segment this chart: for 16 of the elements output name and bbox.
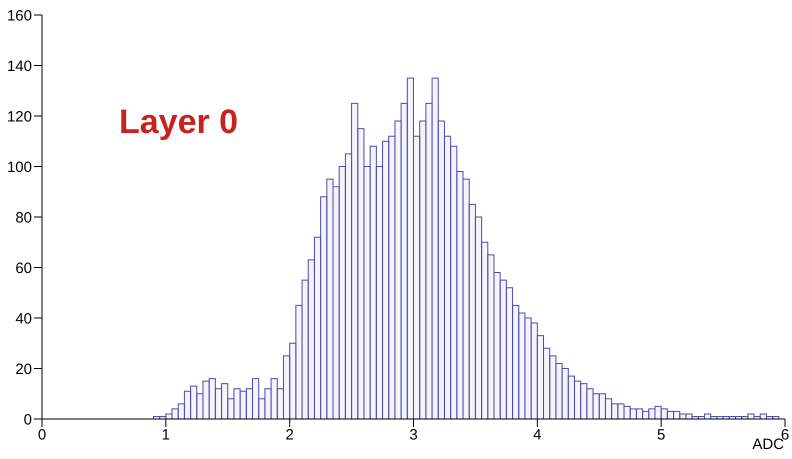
y-tick-label: 100 <box>6 158 32 176</box>
y-tick-label: 120 <box>6 108 32 126</box>
y-tick-label: 60 <box>15 260 32 277</box>
x-tick-label: 3 <box>409 426 418 444</box>
annotation: Layer 0 <box>119 103 238 142</box>
y-tick-label: 160 <box>6 7 32 24</box>
y-tick-label: 0 <box>24 411 32 428</box>
y-tick-label: 40 <box>15 310 32 328</box>
y-tick-label: 140 <box>6 58 32 75</box>
y-tick-label: 20 <box>15 360 32 378</box>
y-tick-label: 80 <box>15 209 32 226</box>
x-tick-label: 0 <box>38 426 46 444</box>
x-tick-label: 4 <box>533 426 542 444</box>
x-tick-label: 1 <box>162 426 170 444</box>
x-tick-label: 5 <box>656 426 666 444</box>
x-tick-label: 2 <box>285 426 294 444</box>
